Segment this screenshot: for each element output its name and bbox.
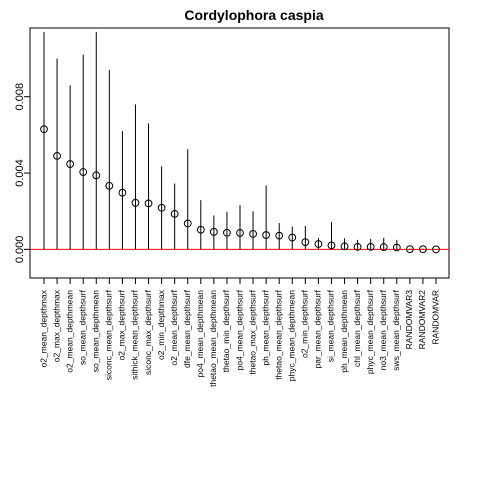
x-tick-label: po4_mean_depthsurf [234, 289, 244, 370]
x-tick-label: RANDOMVAR3 [404, 290, 414, 350]
data-point [366, 242, 375, 251]
data-point [327, 241, 336, 250]
x-tick-label: o2_mean_depthsurf [169, 289, 179, 365]
x-tick-label: RANDOMVAR2 [417, 290, 427, 350]
data-point [301, 238, 310, 247]
x-tick-label: o2_max_depthsurf [117, 289, 127, 360]
data-point [183, 219, 192, 228]
x-axis: o2_mean_depthmax o2_max_depthmax o2_mean_d… [38, 278, 440, 387]
data-point [66, 160, 75, 168]
x-tick-label: so_mean_depthmean [91, 290, 101, 373]
x-tick-label: no3_mean_depthsurf [378, 289, 388, 370]
data-point [275, 231, 284, 240]
x-tick-label: thetao_mean_depthmean [208, 290, 218, 387]
data-point [262, 231, 271, 239]
data-point [419, 245, 427, 254]
data-point [170, 209, 179, 218]
x-tick-label: o2_min_depthsurf [300, 289, 310, 358]
data-point [157, 203, 166, 212]
data-point [340, 242, 349, 251]
y-tick-label: 0.004 [14, 159, 26, 187]
data-point [314, 240, 323, 248]
data-point [432, 245, 440, 254]
x-tick-label: ph_mean_depthsurf [260, 289, 270, 365]
x-tick-label: po4_mean_depthmean [195, 290, 205, 378]
data-point [392, 243, 401, 252]
x-tick-label: o2_max_depthmax [51, 289, 61, 362]
x-tick-label: RANDOMVAR [430, 290, 440, 345]
x-tick-label: o2_min_depthmax [156, 289, 166, 360]
x-tick-label: siconc_max_depthsurf [143, 289, 153, 375]
data-point [144, 199, 153, 208]
data-point [249, 230, 257, 238]
x-tick-label: so_mean_depthsurf [77, 289, 87, 365]
data-point [105, 181, 114, 190]
data-point [92, 171, 101, 180]
x-tick-label: o2_mean_depthmean [64, 290, 74, 373]
x-tick-label: phyc_mean_depthmean [287, 290, 297, 381]
y-tick-label: 0.008 [14, 83, 26, 111]
data-point [53, 151, 61, 160]
x-tick-label: ph_mean_depthmean [339, 290, 349, 373]
data-point [379, 243, 388, 251]
data-point [79, 168, 88, 176]
x-tick-label: dfe_mean_depthsurf [182, 289, 192, 368]
x-tick-label: par_mean_depthsurf [313, 289, 323, 368]
data-point [209, 227, 218, 236]
data-point [288, 233, 297, 242]
chart-title: Cordylophora caspia [184, 7, 323, 23]
x-tick-label: thetao_min_depthsurf [221, 289, 231, 372]
y-tick-label: 0.000 [14, 236, 26, 264]
y-axis: 0.000 0.004 0.008 [14, 83, 30, 263]
x-tick-label: o2_mean_depthmax [38, 289, 48, 367]
x-tick-label: sithick_mean_depthsurf [130, 289, 140, 379]
data-point [40, 125, 48, 134]
x-tick-label: phyc_mean_depthsurf [365, 289, 375, 374]
x-tick-label: si_mean_depthsurf [326, 289, 336, 362]
data-point [196, 225, 205, 234]
x-tick-label: siconc_mean_depthsurf [104, 289, 114, 380]
data-point [353, 242, 362, 251]
error-bars [43, 31, 437, 250]
data-points [40, 125, 440, 254]
data-point [236, 229, 244, 237]
data-point [118, 188, 127, 197]
x-tick-label: thetao_mean_depthsurf [273, 289, 283, 379]
x-tick-label: chl_mean_depthsurf [352, 289, 362, 367]
x-tick-label: sws_mean_depthsurf [391, 289, 401, 370]
data-point [131, 198, 140, 207]
data-point [405, 245, 414, 254]
data-point [223, 228, 231, 237]
x-tick-label: thetao_max_depthsurf [247, 289, 257, 374]
